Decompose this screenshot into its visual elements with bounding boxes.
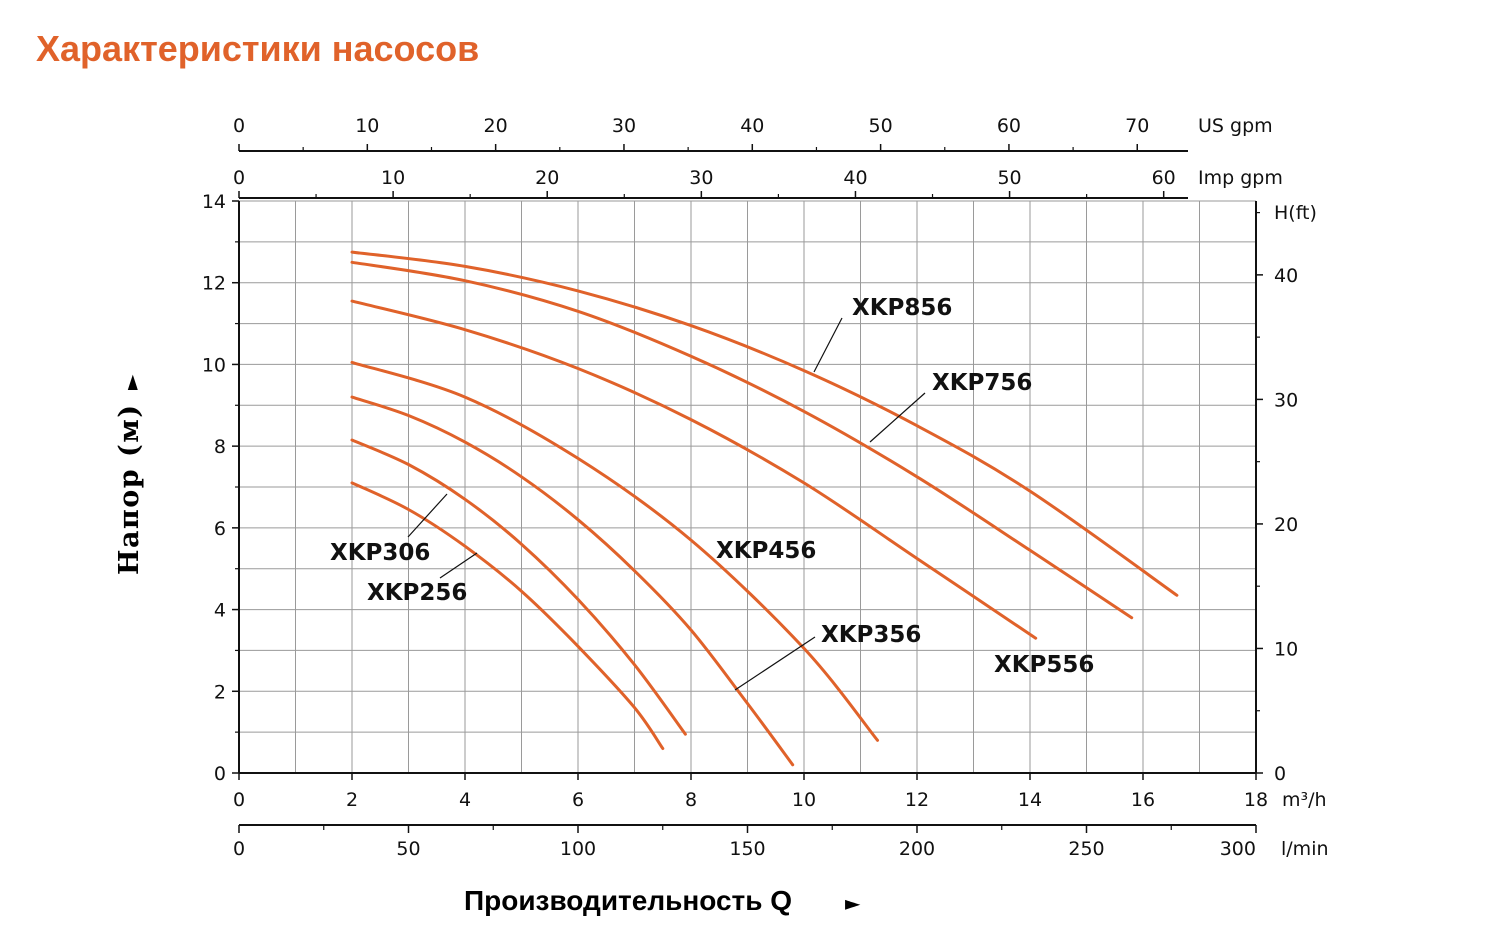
- y-ft-tick-label: 20: [1274, 514, 1298, 536]
- curve-annotations: XKP856 XKP756 XKP306 XKP256 XKP456 XKP356 XKP5…: [330, 295, 1094, 691]
- x-tick-label: 14: [1018, 789, 1042, 811]
- y-ft-tick-label: 40: [1274, 265, 1298, 287]
- y-ft-unit-label: H(ft): [1274, 202, 1317, 224]
- y-tick-label: 4: [214, 600, 226, 622]
- lmin-tick-label: 0: [233, 838, 245, 860]
- impgpm-tick-label: 0: [233, 167, 245, 189]
- x-axis-label: Производительность Q: [464, 885, 792, 916]
- lmin-tick-label: 100: [560, 838, 596, 860]
- lmin-tick-label: 250: [1068, 838, 1104, 860]
- y-tick-label: 8: [214, 436, 226, 458]
- lmin-tick-label: 200: [899, 838, 935, 860]
- impgpm-tick-label: 10: [381, 167, 405, 189]
- x-axis-arrow-icon: ►: [845, 891, 861, 915]
- series-label-xkp256: XKP256: [367, 580, 467, 606]
- lmin-tick-label: 50: [396, 838, 420, 860]
- usgpm-unit-label: US gpm: [1198, 115, 1273, 137]
- x-tick-label: 18: [1244, 789, 1268, 811]
- series-label-xkp756: XKP756: [932, 370, 1032, 396]
- y-tick-label: 6: [214, 518, 226, 540]
- series-label-xkp456: XKP456: [716, 538, 816, 564]
- axes: 0 2 4 6 8 10 12 14 0 10 20 30 40 H(ft) 0 2 4 6 8 10 12 14 16 18…: [202, 115, 1329, 860]
- usgpm-tick-label: 40: [740, 115, 764, 137]
- x-tick-label: 2: [346, 789, 358, 811]
- series-line-xkp306: [350, 438, 687, 736]
- series-line-xkp556: [350, 299, 1038, 640]
- series-label-xkp356: XKP356: [821, 622, 921, 648]
- x-tick-label: 8: [685, 789, 697, 811]
- series-label-xkp556: XKP556: [994, 652, 1094, 678]
- series-lines: [350, 250, 1179, 767]
- y-ft-tick-label: 0: [1274, 763, 1286, 785]
- lmin-tick-label: 300: [1220, 838, 1256, 860]
- y-axis-label-text: Напор (м): [114, 403, 145, 575]
- series-line-xkp256: [350, 481, 665, 750]
- leader-line-xkp306: [407, 493, 448, 538]
- leader-line-xkp856: [813, 317, 843, 373]
- leader-line-xkp356: [734, 636, 816, 691]
- y-ft-tick-label: 10: [1274, 638, 1298, 660]
- usgpm-tick-label: 70: [1125, 115, 1149, 137]
- y-tick-label: 12: [202, 273, 226, 295]
- lmin-tick-label: 150: [729, 838, 765, 860]
- series-label-xkp306: XKP306: [330, 540, 430, 566]
- impgpm-tick-label: 60: [1152, 167, 1176, 189]
- impgpm-tick-label: 40: [843, 167, 867, 189]
- leader-line-xkp756: [869, 392, 926, 443]
- y-ft-tick-label: 30: [1274, 389, 1298, 411]
- impgpm-tick-label: 50: [997, 167, 1021, 189]
- impgpm-unit-label: Imp gpm: [1198, 167, 1283, 189]
- series-label-xkp856: XKP856: [852, 295, 952, 321]
- page-title: Характеристики насосов: [36, 28, 479, 69]
- grid: [239, 200, 1256, 773]
- series-line-xkp456: [350, 360, 879, 742]
- x-tick-label: 16: [1131, 789, 1155, 811]
- x-tick-label: 0: [233, 789, 245, 811]
- impgpm-tick-label: 30: [689, 167, 713, 189]
- leader-line-xkp256: [439, 552, 478, 579]
- usgpm-tick-label: 0: [233, 115, 245, 137]
- y-tick-label: 10: [202, 354, 226, 376]
- lmin-unit-label: l/min: [1281, 838, 1329, 860]
- usgpm-tick-label: 60: [997, 115, 1021, 137]
- series-line-xkp356: [350, 395, 795, 767]
- x-tick-label: 10: [792, 789, 816, 811]
- usgpm-tick-label: 20: [484, 115, 508, 137]
- usgpm-tick-label: 30: [612, 115, 636, 137]
- y-axis-arrow-icon: ►: [119, 374, 143, 390]
- x-unit-label: m³/h: [1282, 789, 1327, 811]
- y-tick-label: 14: [202, 191, 226, 213]
- impgpm-tick-label: 20: [535, 167, 559, 189]
- x-tick-label: 12: [905, 789, 929, 811]
- series-line-xkp756: [350, 260, 1134, 620]
- y-tick-label: 2: [214, 681, 226, 703]
- x-tick-label: 6: [572, 789, 584, 811]
- y-tick-label: 0: [214, 763, 226, 785]
- series-line-xkp856: [350, 250, 1179, 597]
- usgpm-tick-label: 50: [869, 115, 893, 137]
- x-tick-label: 4: [459, 789, 471, 811]
- y-axis-label: Напор (м) ►: [114, 374, 145, 575]
- usgpm-tick-label: 10: [355, 115, 379, 137]
